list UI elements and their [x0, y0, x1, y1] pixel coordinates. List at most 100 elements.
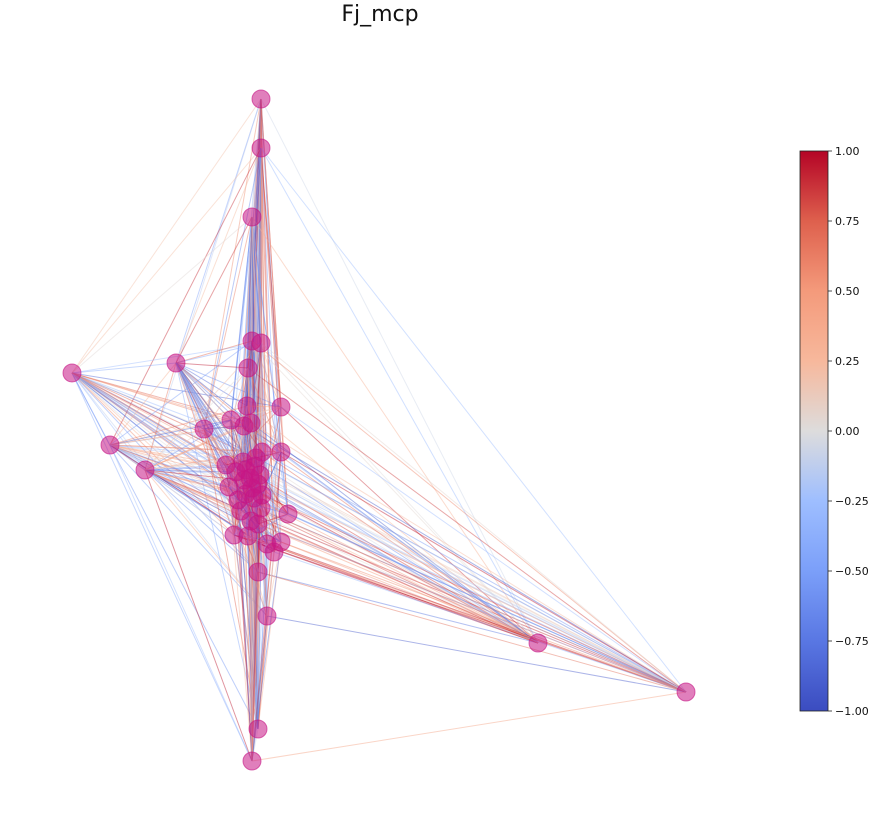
- graph-edge: [175, 362, 256, 467]
- graph-edge: [175, 362, 205, 430]
- graph-edge: [175, 216, 253, 364]
- graph-node: [194, 419, 214, 439]
- graph-edge: [245, 469, 539, 644]
- graph-edge: [257, 523, 687, 693]
- graph-node: [271, 442, 291, 462]
- graph-edge: [109, 444, 249, 537]
- graph-edge: [175, 362, 252, 424]
- graph-node: [241, 413, 261, 433]
- graph-edge: [144, 469, 539, 644]
- graph-edge: [237, 216, 253, 501]
- graph-edge: [251, 98, 262, 218]
- graph-edge: [71, 372, 268, 617]
- graph-edge: [260, 342, 263, 453]
- graph-edge: [71, 372, 259, 730]
- graph-edge: [255, 457, 687, 693]
- graph-edge: [260, 342, 687, 693]
- colorbar-tick-label: −1.00: [835, 705, 869, 718]
- graph-edge: [261, 494, 539, 644]
- graph-edge: [257, 571, 687, 693]
- graph-node: [528, 633, 548, 653]
- graph-edge: [247, 535, 539, 644]
- graph-edge: [251, 406, 282, 762]
- graph-edge: [259, 98, 262, 476]
- graph-edge: [175, 362, 235, 536]
- graph-node: [238, 526, 258, 546]
- graph-edge: [266, 543, 687, 693]
- graph-edge: [255, 457, 539, 644]
- graph-edge: [251, 340, 687, 693]
- graph-edge: [175, 362, 282, 408]
- graph-edge: [250, 422, 687, 693]
- graph-edge: [71, 147, 262, 374]
- graph-edge: [225, 464, 259, 730]
- graph-edge: [71, 372, 245, 427]
- graph-node: [264, 542, 284, 562]
- graph-node: [238, 358, 258, 378]
- graph-edge: [225, 464, 687, 693]
- graph-edge: [247, 367, 687, 693]
- graph-node: [251, 89, 271, 109]
- graph-edge: [245, 469, 687, 693]
- graph-edge: [251, 487, 687, 693]
- graph-edge: [259, 474, 687, 693]
- graph-edge: [203, 428, 259, 730]
- graph-edge: [109, 444, 242, 512]
- graph-edge: [247, 367, 282, 453]
- graph-edge: [247, 147, 262, 369]
- chart-title: Fj_mcp: [341, 2, 419, 27]
- graph-edge: [240, 147, 262, 512]
- graph-edge: [109, 444, 230, 488]
- graph-edge: [251, 340, 282, 408]
- colorbar-tick-label: 0.50: [835, 285, 860, 298]
- graph-edge: [249, 477, 539, 644]
- graph-edge: [144, 469, 249, 537]
- graph-node: [251, 333, 271, 353]
- graph-edge: [261, 451, 687, 693]
- graph-edge: [251, 507, 262, 762]
- graph-edge: [237, 499, 539, 644]
- graph-node: [271, 397, 291, 417]
- graph-edge: [175, 340, 253, 364]
- graph-edge: [251, 691, 687, 762]
- graph-edge: [255, 98, 262, 459]
- graph-edge: [225, 406, 282, 466]
- colorbar-ticks: 1.00 0.75 0.50 0.25 0.00 −0.25 −0.50 −0.75 −1.00: [828, 145, 869, 718]
- graph-edge: [240, 510, 259, 730]
- graph-edge: [175, 362, 232, 421]
- graph-edge: [109, 147, 262, 446]
- graph-node: [166, 353, 186, 373]
- graph-edge: [251, 340, 282, 453]
- graph-edge: [245, 147, 262, 495]
- graph-edge: [257, 98, 262, 730]
- graph-edge: [71, 372, 257, 459]
- graph-edge: [144, 469, 253, 762]
- graph-edge: [260, 98, 275, 553]
- graph-edge: [280, 541, 539, 644]
- graph-edge: [71, 372, 245, 481]
- graph-edge: [233, 534, 539, 644]
- graph-edge: [251, 342, 262, 762]
- graph-edge: [251, 216, 289, 515]
- graph-edge: [251, 147, 262, 342]
- graph-edge: [250, 520, 259, 730]
- graph-node: [234, 470, 254, 490]
- graph-edge: [260, 147, 275, 553]
- graph-edge: [261, 451, 539, 644]
- graph-edge: [175, 362, 247, 471]
- graph-edge: [250, 147, 262, 424]
- graph-node: [257, 606, 277, 626]
- graph-edge: [109, 362, 177, 446]
- graph-edge: [260, 147, 282, 543]
- graph-edge: [261, 494, 687, 693]
- graph-edge: [109, 444, 539, 644]
- graph-edge: [250, 422, 539, 644]
- graph-edge: [71, 98, 262, 374]
- colorbar-tick-label: −0.75: [835, 635, 869, 648]
- graph-edge: [243, 425, 539, 644]
- graph-node: [248, 719, 268, 739]
- graph-edge: [71, 372, 227, 466]
- graph-edge: [144, 464, 227, 471]
